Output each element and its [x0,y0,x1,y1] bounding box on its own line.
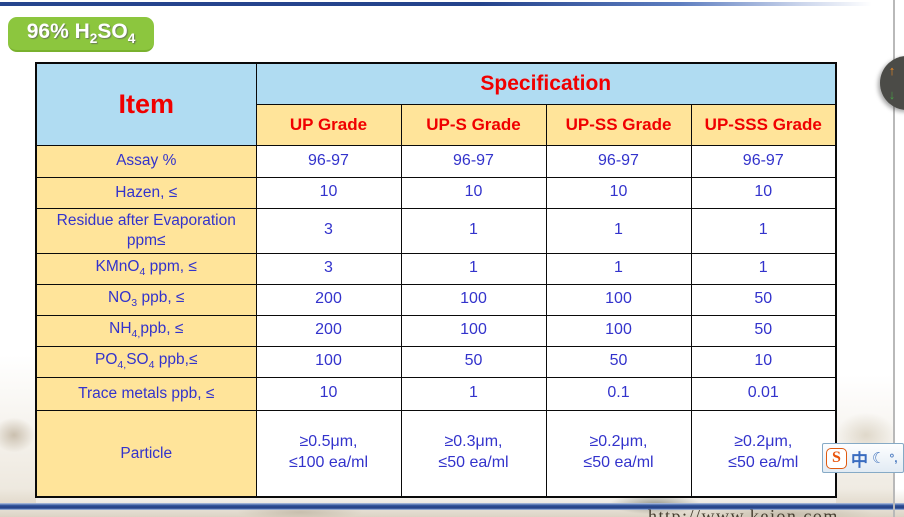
spec-value-cell: 100 [400,314,547,347]
ime-punctuation-button[interactable]: °, [889,451,898,465]
table-row: Hazen, ≤10 10 10 10 [35,176,837,209]
spec-value-cell: 96-97 [255,144,402,178]
row-label: Trace metals ppb, ≤ [35,376,257,411]
spec-value-cell: 50 [400,345,547,378]
spec-value-cell: 0.1 [545,376,692,411]
slide-title-label: 96% H2SO4 [26,20,136,47]
table-row: Trace metals ppb, ≤10 1 0.1 0.01 [35,376,837,411]
spec-value-cell: 200 [255,314,402,347]
row-label: Residue after Evaporation ppm≤ [35,207,257,254]
table-row: KMnO4 ppm, ≤3 1 1 1 [35,252,837,285]
spec-value-cell: 10 [545,176,692,209]
spec-value-cell: 3 [255,252,402,285]
spec-value-cell: 100 [255,345,402,378]
row-label: NH4,ppb, ≤ [35,314,257,347]
grade-header-cell: UP-SSS Grade [690,103,837,146]
scroll-widget: ↑ ↓ [880,56,904,110]
spec-value-cell: 96-97 [400,144,547,178]
header-row-1: Item Specification [35,62,837,146]
sogou-ime-icon[interactable]: S [826,447,847,469]
spec-value-cell: 0.01 [690,376,837,411]
ime-moon-icon[interactable]: ☾ [872,450,886,467]
grade-header-cell: UP Grade [255,103,402,146]
spec-value-cell: 100 [545,283,692,316]
spec-value-cell: 10 [400,176,547,209]
spec-value-cell: 10 [690,176,837,209]
scroll-up-button[interactable]: ↑ [888,63,896,78]
spec-value-cell: ≥0.2μm, ≤50 ea/ml [690,409,837,498]
grade-header-cell: UP-SS Grade [545,103,692,146]
spec-value-cell: ≥0.3μm, ≤50 ea/ml [400,409,547,498]
spec-value-cell: 50 [690,283,837,316]
ime-language-mode-button[interactable]: 中 [851,450,868,470]
bottom-divider-line [0,503,904,510]
spec-value-cell: 100 [400,283,547,316]
table-row: Particle ≥0.5μm, ≤100 ea/ml ≥0.3μm, ≤50 ea… [35,409,837,498]
row-label: Particle [35,409,257,498]
spec-value-cell: 96-97 [545,144,692,178]
spec-value-cell: 96-97 [690,144,837,178]
spec-value-cell: 100 [545,314,692,347]
spec-value-cell: 1 [690,207,837,254]
item-header-cell: Item [35,62,257,146]
table-row: Assay % 96-97 96-97 96-97 96-97 [35,144,837,178]
footer-url: http://www.kejon.com [648,506,839,517]
spec-value-cell: 10 [255,176,402,209]
spec-value-cell: 1 [400,376,547,411]
table-row: Residue after Evaporation ppm≤ 3 1 1 1 [35,207,837,254]
spec-value-cell: ≥0.5μm, ≤100 ea/ml [255,409,402,498]
top-accent-line [0,2,872,6]
specification-table: Item Specification UP Grade UP-S Grade UP-… [35,62,838,498]
row-label: KMnO4 ppm, ≤ [35,252,257,285]
spec-value-cell: ≥0.2μm, ≤50 ea/ml [545,409,692,498]
row-label: Assay % [35,144,257,178]
spec-value-cell: 1 [545,207,692,254]
table-row: PO4,SO4 ppb,≤ 100 50 50 10 [35,345,837,378]
scroll-down-button[interactable]: ↓ [888,87,896,102]
table-row: NO3 ppb, ≤200 100 100 50 [35,283,837,316]
ime-toolbar[interactable]: S 中 ☾ °, [822,443,904,473]
row-label: Hazen, ≤ [35,176,257,209]
spec-value-cell: 200 [255,283,402,316]
spec-value-cell: 1 [690,252,837,285]
spec-value-cell: 50 [545,345,692,378]
row-label: NO3 ppb, ≤ [35,283,257,316]
table-row: NH4,ppb, ≤200 100 100 50 [35,314,837,347]
spec-value-cell: 1 [400,252,547,285]
spec-value-cell: 3 [255,207,402,254]
spec-value-cell: 1 [400,207,547,254]
specification-header-cell: Specification [255,62,837,105]
spec-value-cell: 10 [690,345,837,378]
spec-value-cell: 50 [690,314,837,347]
grade-header-row: UP Grade UP-S Grade UP-SS Grade UP-SSS Grad… [36,103,837,146]
spec-value-cell: 1 [545,252,692,285]
row-label: PO4,SO4 ppb,≤ [35,345,257,378]
spec-value-cell: 10 [255,376,402,411]
slide-title-badge: 96% H2SO4 [8,17,154,52]
window-right-border [893,0,895,517]
grade-header-cell: UP-S Grade [400,103,547,146]
